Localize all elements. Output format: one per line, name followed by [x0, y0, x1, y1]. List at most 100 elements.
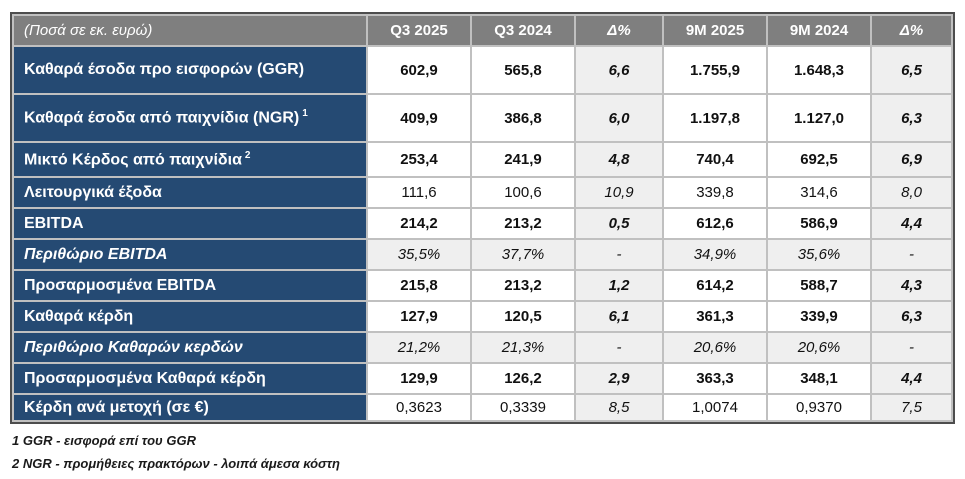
value-cell: 21,2%: [368, 333, 470, 362]
delta-cell: 4,8: [576, 143, 662, 176]
table-row-net-profit: Καθαρά κέρδη 127,9 120,5 6,1 361,3 339,9…: [14, 302, 951, 331]
value-cell: 34,9%: [664, 240, 766, 269]
value-cell: 0,3623: [368, 395, 470, 420]
value-cell: 339,9: [768, 302, 870, 331]
value-cell: 1,0074: [664, 395, 766, 420]
value-cell: 253,4: [368, 143, 470, 176]
delta-cell: -: [872, 333, 951, 362]
value-cell: 35,6%: [768, 240, 870, 269]
delta-cell: 2,9: [576, 364, 662, 393]
value-cell: 0,3339: [472, 395, 574, 420]
value-cell: 612,6: [664, 209, 766, 238]
value-cell: 314,6: [768, 178, 870, 207]
value-cell: 126,2: [472, 364, 574, 393]
table-row-gross-profit: Μικτό Κέρδος από παιχνίδια 2 253,4 241,9 …: [14, 143, 951, 176]
delta-cell: 4,4: [872, 364, 951, 393]
value-cell: 1.648,3: [768, 47, 870, 93]
delta-cell: -: [576, 333, 662, 362]
col-header-delta-9m: Δ%: [872, 16, 951, 45]
row-label: Καθαρά έσοδα από παιχνίδια (NGR) 1: [14, 95, 366, 141]
delta-cell: 1,2: [576, 271, 662, 300]
delta-cell: 6,3: [872, 95, 951, 141]
value-cell: 20,6%: [664, 333, 766, 362]
table-row-eps: Κέρδη ανά μετοχή (σε €) 0,3623 0,3339 8,…: [14, 395, 951, 420]
value-cell: 740,4: [664, 143, 766, 176]
value-cell: 0,9370: [768, 395, 870, 420]
table-row-adjusted-net-profit: Προσαρμοσμένα Καθαρά κέρδη 129,9 126,2 2…: [14, 364, 951, 393]
value-cell: 127,9: [368, 302, 470, 331]
delta-cell: 6,0: [576, 95, 662, 141]
units-note: (Ποσά σε εκ. ευρώ): [14, 16, 366, 45]
value-cell: 588,7: [768, 271, 870, 300]
value-cell: 1.755,9: [664, 47, 766, 93]
value-cell: 20,6%: [768, 333, 870, 362]
col-header-q3-2024: Q3 2024: [472, 16, 574, 45]
table-row-ebitda-margin: Περιθώριο EBITDA 35,5% 37,7% - 34,9% 35,…: [14, 240, 951, 269]
value-cell: 241,9: [472, 143, 574, 176]
value-cell: 111,6: [368, 178, 470, 207]
delta-cell: -: [872, 240, 951, 269]
table-header-row: (Ποσά σε εκ. ευρώ) Q3 2025 Q3 2024 Δ% 9M…: [14, 16, 951, 45]
row-label: Προσαρμοσμένα Καθαρά κέρδη: [14, 364, 366, 393]
delta-cell: 6,3: [872, 302, 951, 331]
col-header-9m-2024: 9M 2024: [768, 16, 870, 45]
value-cell: 361,3: [664, 302, 766, 331]
delta-cell: 10,9: [576, 178, 662, 207]
row-label: Καθαρά έσοδα προ εισφορών (GGR): [14, 47, 366, 93]
row-label: Καθαρά κέρδη: [14, 302, 366, 331]
delta-cell: 6,6: [576, 47, 662, 93]
value-cell: 602,9: [368, 47, 470, 93]
row-label: Περιθώριο EBITDA: [14, 240, 366, 269]
table-row-net-profit-margin: Περιθώριο Καθαρών κερδών 21,2% 21,3% - 2…: [14, 333, 951, 362]
value-cell: 120,5: [472, 302, 574, 331]
value-cell: 692,5: [768, 143, 870, 176]
value-cell: 37,7%: [472, 240, 574, 269]
value-cell: 586,9: [768, 209, 870, 238]
financial-results-table: (Ποσά σε εκ. ευρώ) Q3 2025 Q3 2024 Δ% 9M…: [10, 12, 955, 424]
delta-cell: 4,4: [872, 209, 951, 238]
value-cell: 363,3: [664, 364, 766, 393]
delta-cell: 6,9: [872, 143, 951, 176]
delta-cell: 0,5: [576, 209, 662, 238]
value-cell: 614,2: [664, 271, 766, 300]
col-header-delta-quarter: Δ%: [576, 16, 662, 45]
value-cell: 214,2: [368, 209, 470, 238]
value-cell: 100,6: [472, 178, 574, 207]
value-cell: 35,5%: [368, 240, 470, 269]
delta-cell: 6,1: [576, 302, 662, 331]
footnote-marker: 2: [244, 149, 251, 161]
row-label: Κέρδη ανά μετοχή (σε €): [14, 395, 366, 420]
value-cell: 386,8: [472, 95, 574, 141]
footnote-2: 2 NGR - προμήθειες πρακτόρων - λοιπά άμε…: [12, 456, 340, 471]
value-cell: 565,8: [472, 47, 574, 93]
value-cell: 1.127,0: [768, 95, 870, 141]
footnotes: 1 GGR - εισφορά επί του GGR 2 NGR - προμ…: [10, 424, 955, 471]
delta-cell: -: [576, 240, 662, 269]
delta-cell: 8,0: [872, 178, 951, 207]
delta-cell: 7,5: [872, 395, 951, 420]
delta-cell: 8,5: [576, 395, 662, 420]
table-row-ngr: Καθαρά έσοδα από παιχνίδια (NGR) 1 409,9 …: [14, 95, 951, 141]
footnote-1: 1 GGR - εισφορά επί του GGR: [12, 433, 196, 448]
row-label: Λειτουργικά έξοδα: [14, 178, 366, 207]
delta-cell: 4,3: [872, 271, 951, 300]
value-cell: 339,8: [664, 178, 766, 207]
value-cell: 129,9: [368, 364, 470, 393]
value-cell: 409,9: [368, 95, 470, 141]
table-row-adjusted-ebitda: Προσαρμοσμένα EBITDA 215,8 213,2 1,2 614…: [14, 271, 951, 300]
row-label: Προσαρμοσμένα EBITDA: [14, 271, 366, 300]
col-header-9m-2025: 9M 2025: [664, 16, 766, 45]
value-cell: 213,2: [472, 209, 574, 238]
value-cell: 213,2: [472, 271, 574, 300]
footnote-marker: 1: [302, 108, 308, 120]
row-label: EBITDA: [14, 209, 366, 238]
col-header-q3-2025: Q3 2025: [368, 16, 470, 45]
table-row-ggr: Καθαρά έσοδα προ εισφορών (GGR) 602,9 56…: [14, 47, 951, 93]
value-cell: 215,8: [368, 271, 470, 300]
value-cell: 21,3%: [472, 333, 574, 362]
row-label: Περιθώριο Καθαρών κερδών: [14, 333, 366, 362]
table-row-ebitda: EBITDA 214,2 213,2 0,5 612,6 586,9 4,4: [14, 209, 951, 238]
delta-cell: 6,5: [872, 47, 951, 93]
value-cell: 348,1: [768, 364, 870, 393]
